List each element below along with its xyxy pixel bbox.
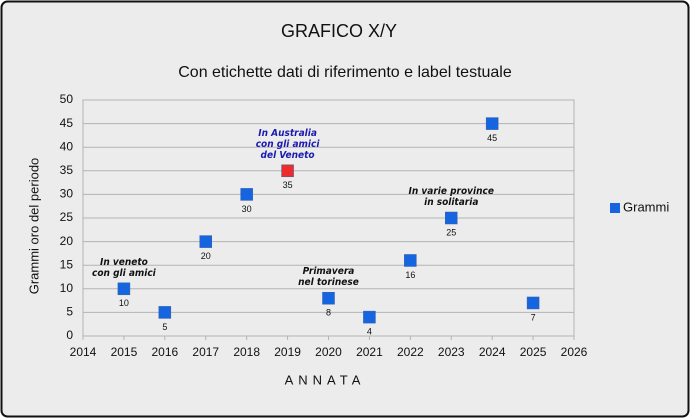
marker — [526, 296, 540, 310]
x-tick-label: 2020 — [315, 345, 342, 359]
y-tick-label: 0 — [66, 328, 73, 342]
annotation: In varie province — [409, 186, 494, 197]
annotation: In Australia — [258, 128, 317, 139]
data-label: 5 — [162, 322, 167, 332]
chart-title: GRAFICO X/Y — [281, 21, 397, 41]
annotation: in solitaria — [424, 197, 478, 208]
data-label: 20 — [201, 251, 211, 261]
marker — [199, 235, 212, 248]
marker — [485, 117, 499, 130]
y-axis-label: Grammi oro del periodo — [26, 158, 41, 295]
data-label: 8 — [326, 308, 331, 318]
marker — [117, 282, 131, 296]
x-tick-label: 2023 — [438, 345, 465, 359]
marker — [322, 291, 335, 305]
x-axis-label: ANNATA — [285, 372, 366, 387]
data-label: 16 — [405, 270, 415, 280]
x-tick-label: 2022 — [397, 345, 424, 359]
annotation: del Veneto — [261, 150, 315, 161]
x-tick-label: 2016 — [151, 345, 178, 359]
y-tick-label: 45 — [60, 116, 74, 130]
y-tick-label: 50 — [60, 92, 74, 106]
y-tick-label: 5 — [66, 305, 73, 319]
y-tick-label: 20 — [60, 234, 74, 248]
y-tick-label: 25 — [60, 210, 74, 224]
x-tick-label: 2025 — [520, 345, 547, 359]
annotation: con gli amici — [92, 268, 157, 279]
x-tick-label: 2026 — [561, 345, 588, 359]
chart-subtitle: Con etichette dati di riferimento e labe… — [178, 64, 512, 81]
x-tick-label: 2019 — [274, 345, 301, 359]
data-label: 25 — [446, 227, 456, 237]
data-label: 7 — [531, 312, 536, 322]
x-tick-label: 2021 — [356, 345, 383, 359]
x-tick-label: 2017 — [192, 345, 219, 359]
marker — [158, 306, 172, 319]
x-tick-label: 2018 — [233, 345, 260, 359]
data-label: 10 — [119, 298, 129, 308]
y-tick-label: 10 — [60, 281, 74, 295]
data-label: 4 — [367, 326, 372, 336]
y-tick-label: 35 — [60, 163, 74, 177]
annotation: In veneto — [100, 257, 148, 268]
y-tick-label: 30 — [60, 187, 74, 201]
y-tick-label: 40 — [60, 139, 74, 153]
x-tick-label: 2014 — [70, 345, 97, 359]
annotation: nel torinese — [298, 277, 359, 288]
annotation: Primavera — [303, 266, 355, 277]
x-tick-label: 2015 — [111, 345, 138, 359]
legend-marker — [610, 203, 620, 213]
marker — [281, 164, 294, 178]
data-label: 35 — [283, 180, 293, 190]
data-label: 45 — [487, 133, 497, 143]
marker — [240, 188, 253, 201]
annotation: con gli amici — [256, 139, 321, 150]
marker — [404, 254, 417, 267]
y-tick-label: 15 — [60, 257, 74, 271]
marker — [445, 211, 458, 225]
legend-label: Grammi — [623, 199, 669, 214]
marker — [363, 310, 376, 324]
x-tick-label: 2024 — [479, 345, 506, 359]
data-label: 30 — [242, 204, 252, 214]
